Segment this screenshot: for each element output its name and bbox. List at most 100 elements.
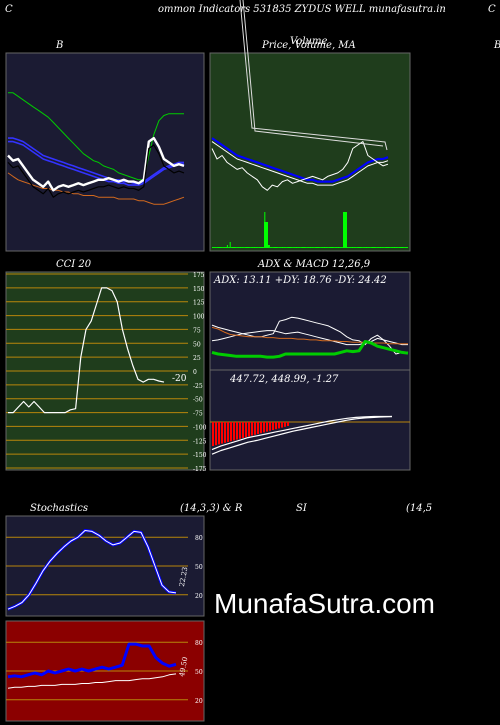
volume-bar [214, 247, 216, 248]
stochastics-title-mid: (14,3,3) & R [180, 503, 243, 514]
cci-tick-label: 125 [193, 300, 205, 307]
volume-bar [301, 247, 303, 248]
volume-bar [268, 245, 270, 248]
volume-bar [324, 247, 326, 248]
volume-bar [325, 247, 327, 248]
volume-bar [393, 247, 395, 248]
volume-bar [252, 247, 254, 248]
cci-last-label: -20 [172, 374, 187, 384]
volume-bar [337, 247, 339, 248]
volume-bar [376, 247, 378, 248]
stochastics-title-left: Stochastics [30, 503, 88, 514]
volume-bar [348, 247, 350, 248]
volume-bar [304, 247, 306, 248]
price-right-letter: B [494, 40, 500, 51]
macd-series-macd_b [211, 415, 393, 455]
volume-bar [360, 247, 362, 248]
volume-bar [331, 247, 333, 248]
macd-histogram-bar [212, 422, 214, 446]
cci-tick-label: 50 [193, 341, 201, 348]
volume-bar [263, 247, 265, 248]
volume-bar [400, 247, 402, 248]
volume-bar [372, 247, 374, 248]
volume-bar [394, 247, 395, 248]
volume-bar [239, 247, 241, 248]
volume-bar [315, 247, 317, 248]
volume-bar [366, 247, 367, 248]
volume-bar [230, 247, 232, 248]
volume-bar [212, 247, 214, 248]
macd-histogram-bar [272, 422, 274, 430]
volume-bar [253, 247, 255, 248]
volume-bar [367, 247, 369, 248]
macd-histogram-bar [260, 422, 262, 434]
volume-bar [307, 247, 309, 248]
volume-bar [225, 247, 227, 248]
volume-bar [328, 247, 330, 248]
volume-bar [362, 247, 364, 248]
volume-bar [323, 247, 325, 248]
volume-bar [397, 247, 399, 248]
volume-bar [321, 247, 323, 248]
rsi-series-rsi [7, 642, 177, 679]
adx-series-adx_orange [211, 326, 408, 345]
volume-bar [403, 247, 405, 248]
volume-bar [242, 247, 244, 248]
volume-bar [254, 247, 255, 248]
volume-bar [283, 247, 285, 248]
cci-tick-label: 75 [193, 327, 201, 334]
volume-bar [212, 247, 213, 248]
price-overlay-title: Volume [290, 36, 328, 47]
volume-bar [273, 247, 275, 248]
volume-bar [274, 247, 276, 248]
stochastics-series-d [7, 530, 177, 610]
volume-bar [329, 247, 331, 248]
cci-tick-label: -50 [193, 397, 203, 404]
volume-bar [280, 247, 282, 248]
volume-bar [300, 247, 302, 248]
volume-bar [292, 247, 294, 248]
volume-bar [334, 247, 336, 248]
volume-bar [359, 247, 361, 248]
volume-bar [364, 247, 366, 248]
rsi-tick-label: 20 [195, 698, 203, 705]
volume-bar [244, 247, 246, 248]
bollinger-series-middle_a [8, 137, 184, 185]
volume-bar [236, 247, 238, 248]
price_volume_ma-series-ma_blue [211, 137, 389, 183]
macd-histogram-bar [254, 422, 256, 435]
macd-histogram-bar [239, 422, 241, 439]
volume-bar [405, 247, 407, 248]
macd-histogram-bar [284, 422, 286, 427]
volume-bar [295, 247, 297, 248]
volume-bar [361, 247, 363, 248]
macd-histogram-bar [224, 422, 226, 443]
bollinger-series-upper [8, 92, 184, 181]
header-right-letter: C [488, 4, 496, 15]
volume-bar [308, 247, 310, 248]
volume-bar [309, 247, 311, 248]
volume-bar [355, 247, 357, 248]
volume-bar [358, 247, 360, 248]
bollinger-series-lower [7, 172, 185, 205]
macd-histogram-bar [263, 422, 265, 433]
volume-bar [268, 245, 269, 248]
adx-series-minus_dy [211, 330, 408, 346]
volume-bar [370, 247, 372, 248]
volume-bar [384, 247, 386, 248]
volume-bar [339, 247, 341, 248]
stochastics-tick-label: 80 [195, 535, 203, 542]
volume-bar [224, 247, 226, 248]
volume-bar [217, 247, 219, 248]
rsi-series-smooth [7, 673, 177, 689]
volume-bar [254, 247, 256, 248]
macd-histogram-bar [236, 422, 238, 440]
price-background [209, 52, 411, 252]
header-left-letter: C [5, 4, 13, 15]
volume-bar [215, 247, 217, 248]
volume-bar [291, 247, 293, 248]
macd-histogram-bar [278, 422, 280, 429]
volume-bar [383, 247, 385, 248]
volume-bar [226, 245, 228, 248]
volume-bar [333, 247, 335, 248]
